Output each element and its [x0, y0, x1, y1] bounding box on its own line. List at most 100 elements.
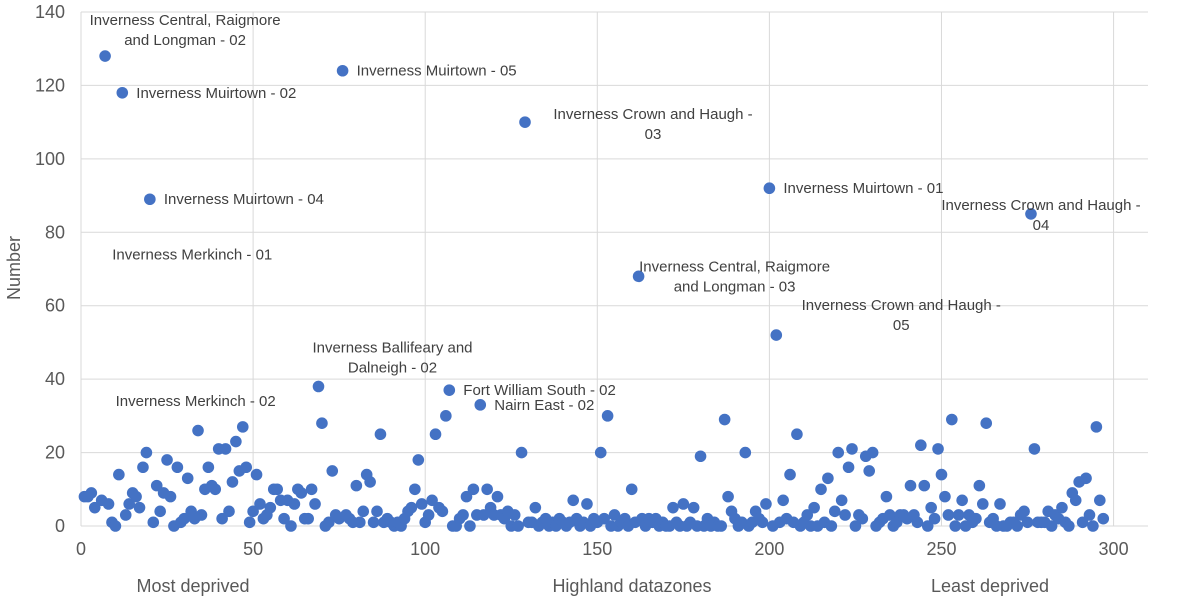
data-point-280	[1045, 520, 1058, 532]
y-tick-label-3: 60	[45, 296, 65, 316]
data-point-3	[88, 501, 101, 514]
data-point-9	[113, 468, 125, 481]
x-tick-label-5: 250	[926, 539, 956, 559]
y-tick-label-4: 80	[45, 222, 65, 242]
data-point-40	[219, 443, 232, 455]
data-point-293	[1090, 421, 1103, 433]
annotation-label-2: Inverness Muirtown - 05	[357, 63, 517, 80]
data-point-186	[722, 490, 734, 503]
data-point-119	[491, 490, 504, 503]
data-point-64	[302, 512, 314, 525]
data-point-96	[412, 454, 425, 466]
data-point-130	[529, 501, 542, 514]
data-point-59	[285, 520, 297, 532]
x-tick-label-3: 150	[582, 539, 612, 559]
x-axis-label-right: Least deprived	[931, 576, 1049, 596]
data-point-16	[137, 461, 149, 474]
data-point-241	[911, 516, 924, 529]
data-point-57	[278, 512, 290, 525]
annotation-label-5: Inverness Muirtown - 01	[783, 180, 943, 197]
data-point-198	[763, 182, 776, 195]
y-tick-label-1: 20	[45, 443, 65, 463]
data-point-216	[825, 520, 838, 532]
data-point-53	[264, 501, 277, 514]
data-point-244	[921, 520, 934, 532]
data-point-294	[1094, 494, 1106, 507]
data-point-209	[801, 509, 814, 521]
annotations: Inverness Central, Raigmore and Longman -…	[90, 12, 1141, 414]
data-point-215	[822, 472, 834, 485]
data-point-127	[519, 116, 531, 128]
data-point-184	[715, 520, 727, 532]
data-point-292	[1087, 520, 1099, 532]
data-point-275	[1028, 443, 1041, 455]
data-point-242	[915, 439, 927, 452]
data-point-287	[1069, 494, 1082, 507]
data-point-23	[161, 454, 173, 466]
data-point-173	[677, 498, 690, 510]
data-point-50	[254, 498, 266, 510]
data-point-68	[316, 417, 328, 430]
data-point-70	[323, 516, 335, 529]
data-point-285	[1063, 520, 1075, 532]
data-point-202	[777, 494, 789, 507]
data-point-141	[567, 494, 579, 507]
data-point-85	[374, 428, 387, 441]
data-point-46	[240, 461, 253, 474]
data-point-24	[164, 490, 177, 503]
data-point-112	[467, 483, 480, 496]
data-point-55	[271, 483, 283, 496]
y-tick-label-5: 100	[35, 149, 65, 169]
data-point-218	[832, 446, 845, 459]
data-point-2	[85, 487, 98, 499]
data-point-47	[243, 516, 256, 529]
data-point-100	[426, 494, 438, 507]
data-point-111	[464, 520, 476, 532]
data-point-71	[326, 465, 339, 477]
data-point-170	[667, 501, 679, 514]
data-point-270	[1011, 520, 1024, 532]
data-point-254	[956, 494, 968, 507]
data-point-14	[130, 490, 142, 503]
data-point-178	[694, 450, 707, 463]
data-point-145	[581, 498, 593, 510]
x-tick-label-4: 200	[754, 539, 784, 559]
annotation-label-9: Inverness Crown and Haugh -05	[802, 297, 1001, 334]
x-axis-label-left: Most deprived	[136, 576, 249, 596]
data-point-245	[925, 501, 937, 514]
data-point-283	[1056, 501, 1068, 514]
data-point-247	[932, 443, 944, 455]
data-point-66	[309, 498, 321, 510]
data-point-252	[949, 520, 962, 532]
data-point-83	[367, 516, 380, 529]
data-point-222	[846, 443, 858, 455]
data-point-5	[99, 50, 111, 62]
data-point-42	[226, 476, 239, 488]
y-tick-label-7: 140	[35, 2, 65, 22]
data-point-200	[770, 329, 783, 341]
data-point-151	[601, 410, 614, 422]
data-point-32	[192, 424, 204, 437]
x-tick-label-1: 50	[243, 539, 263, 559]
data-point-110	[460, 490, 473, 503]
data-point-116	[481, 483, 493, 496]
data-point-204	[784, 468, 796, 481]
data-point-49	[250, 468, 263, 481]
annotation-label-12: Nairn East - 02	[494, 397, 594, 414]
data-point-26	[171, 461, 184, 474]
data-point-274	[1025, 208, 1037, 220]
data-point-99	[422, 509, 435, 521]
data-point-11	[119, 509, 132, 521]
data-point-6	[102, 498, 115, 510]
data-point-221	[842, 461, 855, 474]
annotation-label-7: Inverness Merkinch - 01	[112, 246, 272, 263]
data-point-258	[970, 512, 982, 525]
data-point-20	[150, 479, 163, 492]
data-point-74	[336, 64, 349, 77]
data-point-250	[942, 509, 955, 521]
data-point-290	[1080, 472, 1092, 485]
data-point-239	[904, 479, 917, 492]
data-point-217	[828, 505, 841, 518]
data-point-158	[625, 483, 638, 496]
